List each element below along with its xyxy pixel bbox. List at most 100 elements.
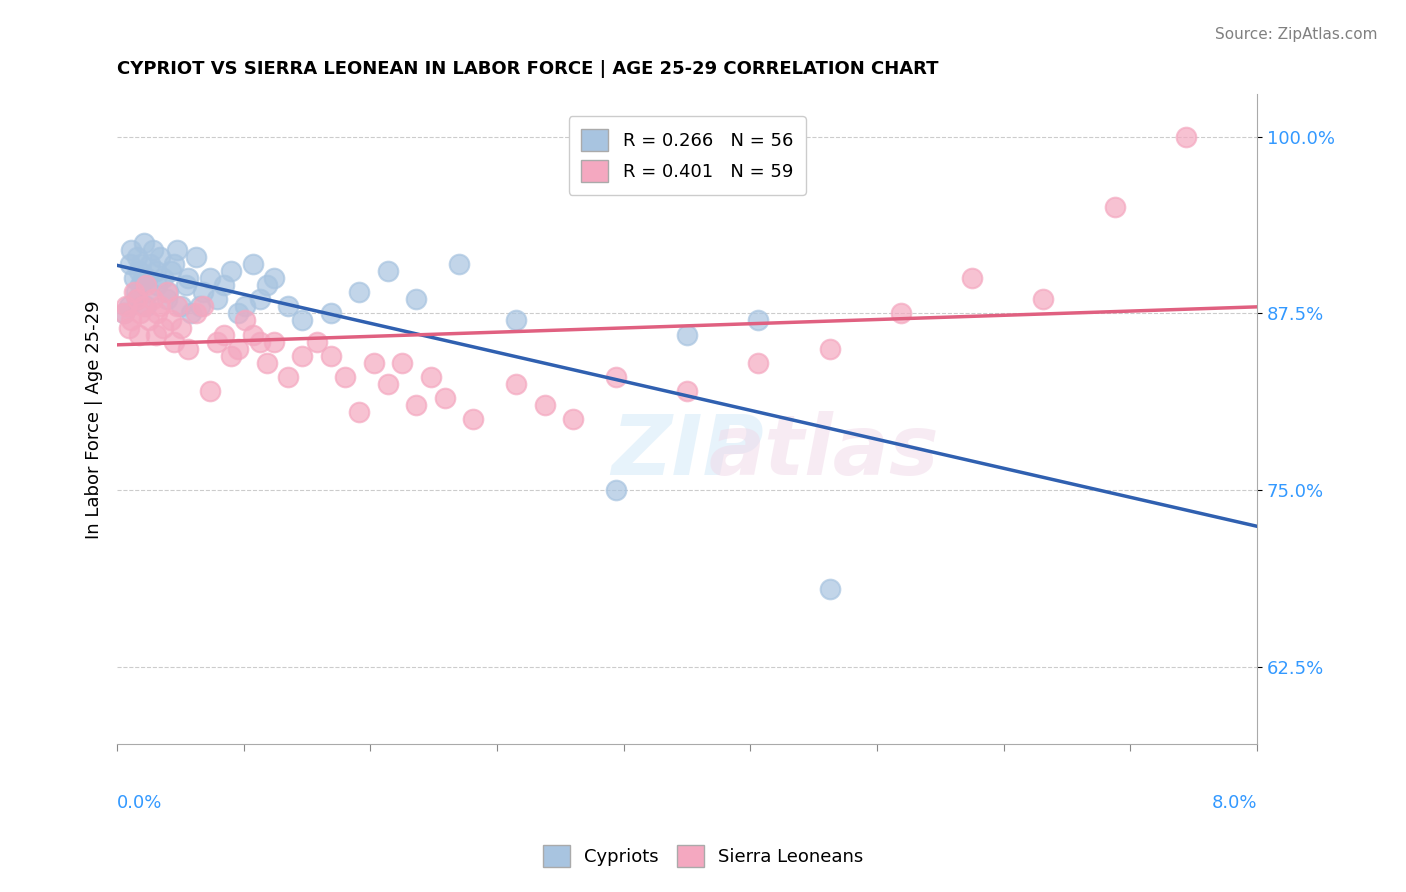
- Point: [170, 299, 193, 313]
- Point: [291, 313, 314, 327]
- Point: [533, 398, 555, 412]
- Point: [112, 306, 135, 320]
- Point: [277, 299, 299, 313]
- Text: ZIP: ZIP: [610, 411, 763, 492]
- Point: [242, 327, 264, 342]
- Point: [333, 370, 356, 384]
- Point: [747, 313, 769, 327]
- Point: [124, 271, 146, 285]
- Point: [135, 278, 157, 293]
- Point: [129, 306, 152, 320]
- Point: [319, 306, 342, 320]
- Point: [391, 356, 413, 370]
- Point: [676, 327, 699, 342]
- Point: [463, 412, 485, 426]
- Point: [1104, 201, 1126, 215]
- Point: [256, 278, 278, 293]
- Point: [117, 320, 139, 334]
- Point: [419, 370, 441, 384]
- Point: [212, 278, 235, 293]
- Point: [184, 306, 207, 320]
- Point: [125, 285, 148, 300]
- Point: [319, 349, 342, 363]
- Legend: Cypriots, Sierra Leoneans: Cypriots, Sierra Leoneans: [536, 838, 870, 874]
- Point: [160, 313, 183, 327]
- Point: [114, 299, 136, 313]
- Point: [188, 299, 211, 313]
- Point: [226, 306, 249, 320]
- Point: [120, 243, 142, 257]
- Point: [219, 349, 242, 363]
- Point: [349, 405, 371, 419]
- Point: [135, 299, 157, 313]
- Text: CYPRIOT VS SIERRA LEONEAN IN LABOR FORCE | AGE 25-29 CORRELATION CHART: CYPRIOT VS SIERRA LEONEAN IN LABOR FORCE…: [117, 60, 939, 78]
- Point: [163, 257, 186, 271]
- Point: [235, 299, 257, 313]
- Text: atlas: atlas: [709, 411, 939, 492]
- Point: [363, 356, 385, 370]
- Point: [960, 271, 983, 285]
- Point: [163, 334, 186, 349]
- Point: [117, 299, 139, 313]
- Point: [177, 271, 200, 285]
- Point: [191, 285, 214, 300]
- Point: [291, 349, 314, 363]
- Point: [449, 257, 471, 271]
- Point: [605, 370, 627, 384]
- Point: [263, 334, 285, 349]
- Point: [139, 257, 162, 271]
- Point: [177, 342, 200, 356]
- Point: [226, 342, 249, 356]
- Point: [256, 356, 278, 370]
- Point: [263, 271, 285, 285]
- Point: [191, 299, 214, 313]
- Point: [174, 278, 197, 293]
- Point: [146, 278, 169, 293]
- Point: [127, 250, 149, 264]
- Point: [156, 293, 179, 307]
- Point: [118, 257, 141, 271]
- Point: [127, 293, 149, 307]
- Point: [405, 398, 427, 412]
- Point: [145, 264, 167, 278]
- Point: [152, 320, 174, 334]
- Point: [277, 370, 299, 384]
- Point: [128, 264, 150, 278]
- Point: [249, 293, 271, 307]
- Point: [212, 327, 235, 342]
- Point: [156, 285, 179, 300]
- Point: [132, 271, 155, 285]
- Text: 8.0%: 8.0%: [1212, 794, 1257, 812]
- Point: [129, 278, 152, 293]
- Point: [605, 483, 627, 497]
- Point: [205, 293, 228, 307]
- Point: [747, 356, 769, 370]
- Point: [180, 306, 202, 320]
- Point: [149, 299, 172, 313]
- Point: [405, 293, 427, 307]
- Point: [166, 299, 188, 313]
- Point: [818, 582, 841, 596]
- Point: [1032, 293, 1054, 307]
- Point: [433, 391, 456, 405]
- Text: 0.0%: 0.0%: [117, 794, 163, 812]
- Point: [138, 285, 160, 300]
- Point: [505, 377, 527, 392]
- Point: [249, 334, 271, 349]
- Point: [149, 250, 172, 264]
- Legend: R = 0.266   N = 56, R = 0.401   N = 59: R = 0.266 N = 56, R = 0.401 N = 59: [568, 117, 806, 194]
- Point: [219, 264, 242, 278]
- Point: [131, 257, 153, 271]
- Point: [128, 327, 150, 342]
- Point: [349, 285, 371, 300]
- Point: [198, 271, 221, 285]
- Point: [562, 412, 585, 426]
- Point: [112, 306, 135, 320]
- Point: [1174, 129, 1197, 144]
- Point: [676, 384, 699, 398]
- Point: [146, 306, 169, 320]
- Point: [166, 243, 188, 257]
- Point: [157, 285, 180, 300]
- Point: [890, 306, 912, 320]
- Point: [127, 293, 149, 307]
